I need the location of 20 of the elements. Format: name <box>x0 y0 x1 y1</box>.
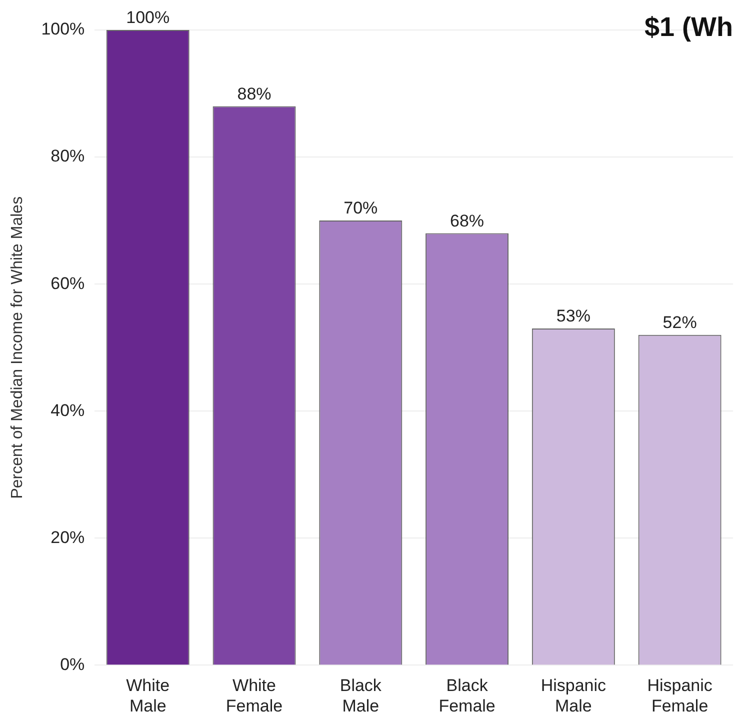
x-tick-label: Black Female <box>438 676 496 716</box>
y-tick-label: 80% <box>50 146 85 166</box>
data-label: 88% <box>237 84 272 104</box>
x-tick-label: Hispanic Male <box>540 676 607 716</box>
chart-title: $1 (Wh <box>644 12 733 43</box>
data-label: 100% <box>126 8 170 28</box>
data-label: 53% <box>556 306 590 326</box>
data-label: 70% <box>344 198 378 218</box>
y-tick-label: 100% <box>41 20 85 39</box>
x-tick-label: White Female <box>226 676 283 716</box>
data-label: 68% <box>450 211 484 230</box>
y-tick-label: 0% <box>60 654 85 674</box>
x-tick-label: White Male <box>126 676 170 716</box>
y-axis-title: Percent of Median Income for White Males <box>9 196 26 499</box>
y-tick-label: 40% <box>50 400 85 420</box>
x-tick-label: Hispanic Female <box>647 676 713 716</box>
x-tick-label: Black Male <box>340 676 382 716</box>
y-tick-label: 60% <box>50 274 85 293</box>
data-label: 52% <box>662 313 697 332</box>
y-tick-label: 20% <box>50 528 85 547</box>
